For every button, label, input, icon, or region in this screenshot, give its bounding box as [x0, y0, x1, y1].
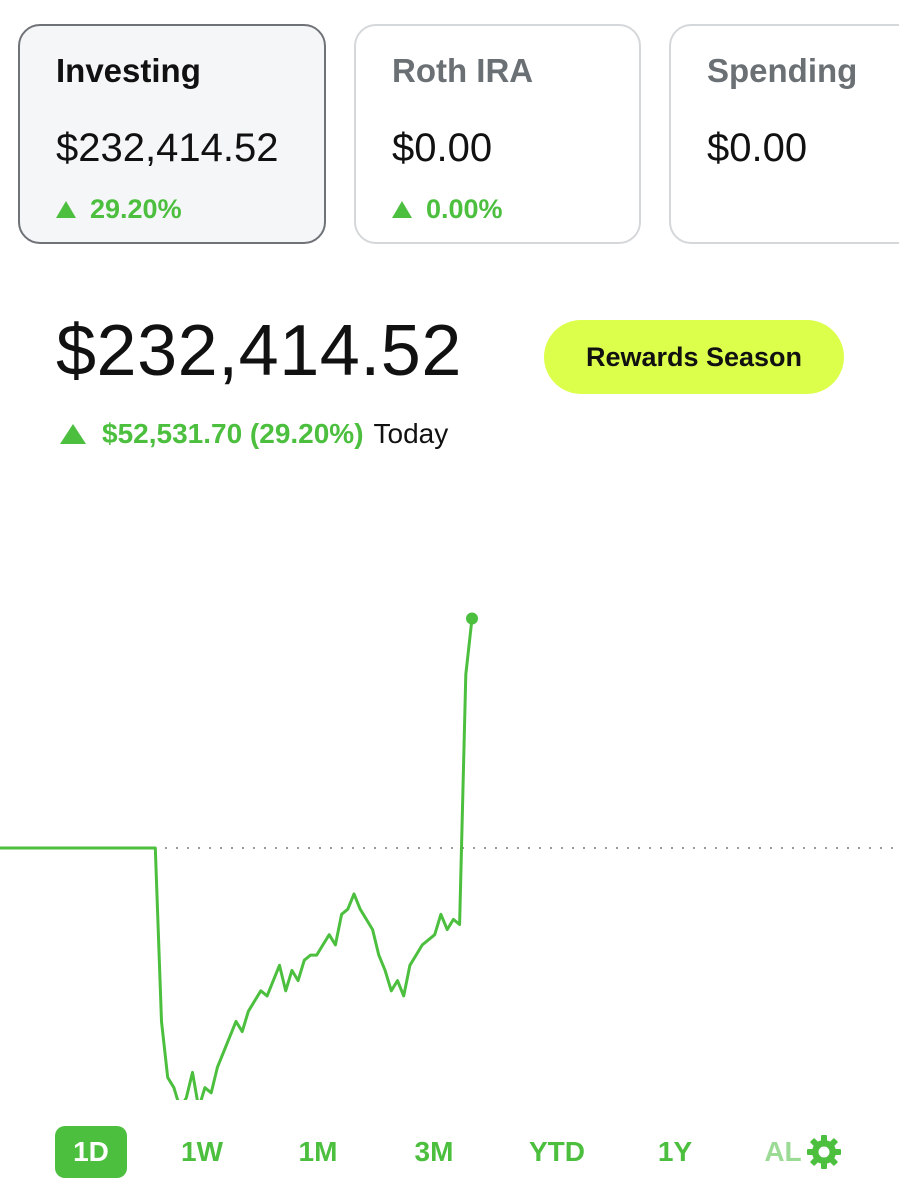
account-change-text: 0.00% — [426, 194, 503, 224]
account-card-roth-ira[interactable]: Roth IRA $0.00 0.00% — [354, 24, 641, 244]
account-change: 29.20% — [56, 194, 182, 225]
range-1w-button[interactable]: 1W — [181, 1136, 223, 1167]
account-title: Spending — [707, 52, 858, 89]
account-card-investing[interactable]: Investing $232,414.52 29.20% — [18, 24, 326, 244]
portfolio-chart[interactable] — [0, 480, 899, 1100]
triangle-up-icon — [60, 424, 86, 444]
range-3m-button[interactable]: 3M — [414, 1136, 454, 1167]
account-value: $0.00 — [707, 126, 808, 170]
portfolio-value: $232,414.52 — [56, 311, 462, 391]
range-selector: 1D 1W 1M 3M YTD 1Y AL — [0, 1126, 899, 1178]
gear-icon[interactable] — [806, 1134, 842, 1170]
triangle-up-icon — [56, 201, 76, 218]
range-all-button[interactable]: AL — [764, 1136, 802, 1167]
account-card-spending[interactable]: Spending $0.00 — [669, 24, 899, 244]
price-line — [0, 618, 474, 1100]
range-1y-button[interactable]: 1Y — [657, 1136, 693, 1167]
period-label: Today — [373, 418, 449, 449]
account-change-text: 29.20% — [90, 194, 182, 224]
account-value: $0.00 — [392, 126, 493, 170]
current-price-dot — [466, 612, 478, 625]
range-1m-button[interactable]: 1M — [298, 1136, 338, 1167]
account-cards: Investing $232,414.52 29.20% Roth IRA $0… — [0, 0, 899, 260]
triangle-up-icon — [392, 201, 412, 218]
account-value: $232,414.52 — [56, 126, 279, 170]
account-title: Investing — [56, 52, 201, 89]
portfolio-gain: $52,531.70 (29.20%) — [102, 418, 364, 449]
account-title: Roth IRA — [392, 52, 534, 89]
account-change: 0.00% — [392, 194, 503, 225]
range-ytd-button[interactable]: YTD — [529, 1136, 585, 1167]
rewards-season-button[interactable]: Rewards Season — [544, 320, 844, 394]
portfolio-change-row: $52,531.70 (29.20%) Today — [60, 418, 448, 450]
range-1d-button[interactable]: 1D — [55, 1126, 127, 1178]
